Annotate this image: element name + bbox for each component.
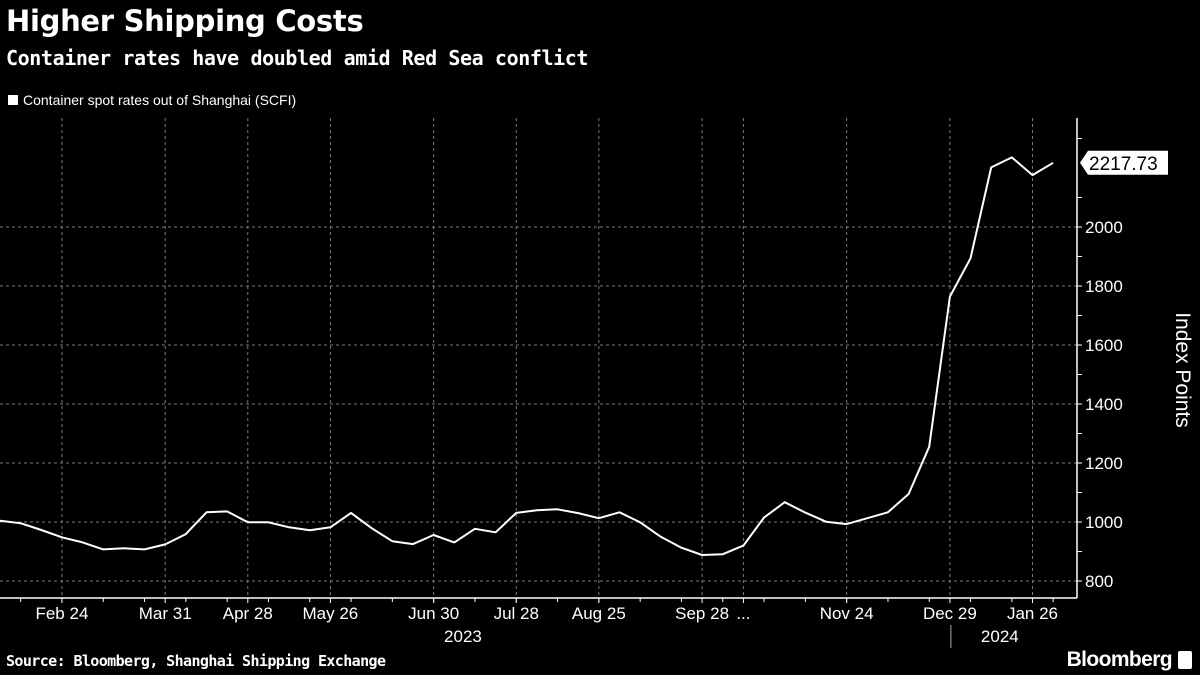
x-tick-label: Aug 25: [572, 604, 626, 623]
legend-swatch: [8, 95, 18, 105]
bloomberg-logo-icon: [1178, 651, 1192, 669]
x-tick-label: Jun 30: [408, 604, 459, 623]
year-label: 2024: [981, 627, 1019, 646]
y-axis-title: Index Points: [1171, 312, 1194, 428]
x-tick-label: Sep 28: [675, 604, 729, 623]
year-label: 2023: [444, 627, 482, 646]
x-tick-label: May 26: [303, 604, 359, 623]
series-line: [0, 156, 1054, 556]
x-tick-label: Jul 28: [494, 604, 539, 623]
y-tick-label: 2000: [1085, 218, 1123, 237]
chart-title: Higher Shipping Costs: [6, 4, 364, 38]
y-tick-label: 1000: [1085, 513, 1123, 532]
logo-text: Bloomberg: [1066, 648, 1173, 671]
legend-label: Container spot rates out of Shanghai (SC…: [23, 92, 297, 108]
legend: Container spot rates out of Shanghai (SC…: [8, 92, 296, 108]
x-tick-label: Feb 24: [35, 604, 88, 623]
x-tick-label: ...: [736, 604, 750, 623]
y-tick-label: 1600: [1085, 336, 1123, 355]
x-tick-label: Mar 31: [139, 604, 192, 623]
x-tick-label: Nov 24: [820, 604, 874, 623]
source-note: Source: Bloomberg, Shanghai Shipping Exc…: [6, 652, 386, 670]
y-tick-label: 1200: [1085, 454, 1123, 473]
last-value-label: 2217.73: [1089, 154, 1158, 175]
y-tick-label: 1400: [1085, 395, 1123, 414]
y-tick-label: 800: [1085, 572, 1113, 591]
x-tick-label: Jan 26: [1007, 604, 1058, 623]
chart-subtitle: Container rates have doubled amid Red Se…: [6, 46, 589, 70]
bloomberg-logo: Bloomberg: [1067, 648, 1192, 672]
last-value-badge: [1080, 150, 1168, 175]
x-tick-label: Dec 29: [923, 604, 977, 623]
y-tick-label: 1800: [1085, 277, 1123, 296]
x-tick-label: Apr 28: [223, 604, 273, 623]
